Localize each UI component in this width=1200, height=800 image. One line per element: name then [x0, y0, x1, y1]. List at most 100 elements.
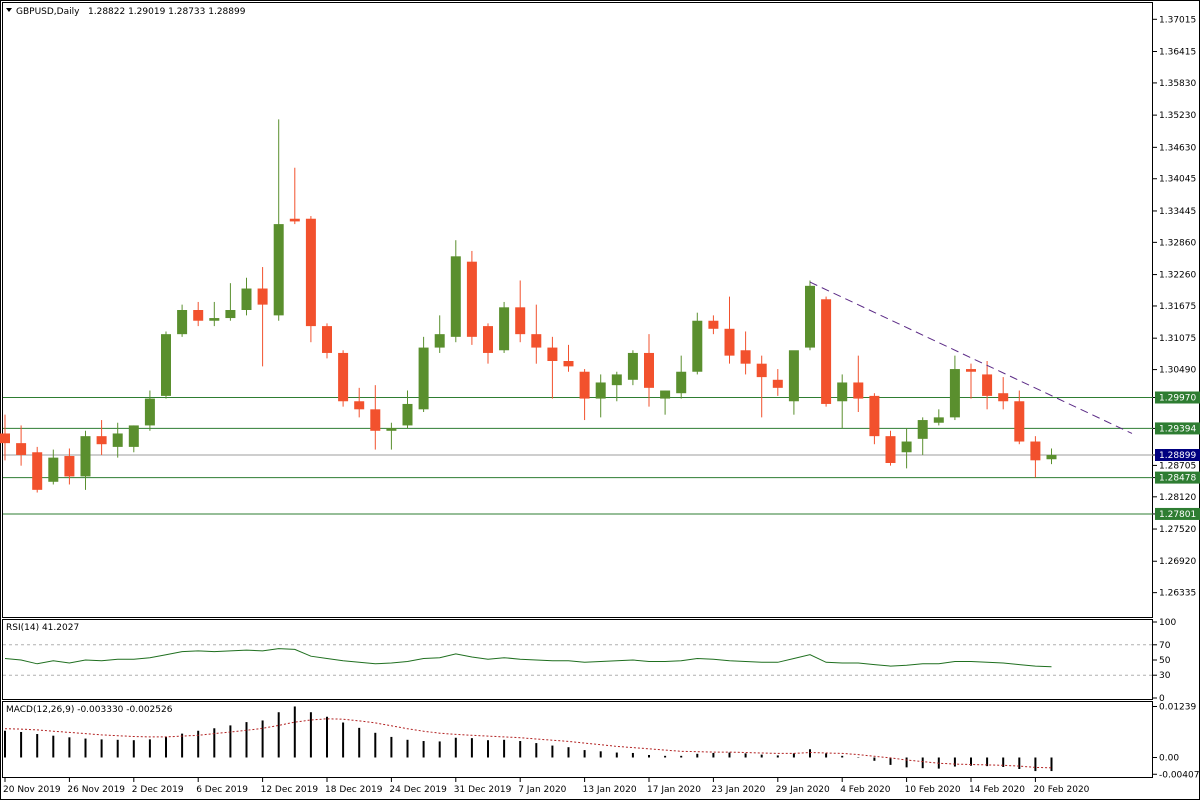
candle-body	[949, 369, 960, 418]
candle-body	[692, 320, 703, 372]
candle-body	[32, 452, 43, 490]
price-tick-label: 1.26335	[1159, 589, 1196, 599]
candle-body	[982, 374, 993, 396]
x-tick-label: 17 Jan 2020	[647, 785, 701, 795]
candle-body	[466, 261, 477, 337]
price-panel-border	[2, 2, 1153, 618]
candle-body	[676, 371, 687, 394]
candle-body	[611, 374, 622, 386]
candle-body	[708, 320, 719, 329]
candle-body	[627, 352, 638, 380]
macd-tick-label: 0.00	[1159, 753, 1179, 763]
rsi-tick-label: 70	[1159, 641, 1171, 651]
rsi-tick-label: 0	[1159, 694, 1165, 704]
price-tag-label: 1.28478	[1159, 474, 1196, 484]
macd-title: MACD(12,26,9) -0.003330 -0.002526	[6, 705, 173, 715]
price-tick-label: 1.36415	[1159, 48, 1196, 58]
candle-body	[96, 436, 107, 445]
rsi-tick-label: 50	[1159, 656, 1171, 666]
candle-body	[853, 382, 864, 399]
candle-body	[1030, 441, 1041, 461]
candle-body	[563, 361, 574, 367]
candle-body	[128, 425, 139, 447]
x-tick-label: 14 Feb 2020	[969, 785, 1025, 795]
candle-body	[499, 307, 510, 351]
candle-body	[756, 363, 767, 378]
candle-body	[370, 409, 381, 431]
candle-body	[434, 334, 445, 348]
price-tag-label: 1.29970	[1159, 394, 1196, 404]
candle-body	[225, 310, 236, 319]
candle-body	[354, 401, 365, 410]
price-tick-label: 1.32860	[1159, 238, 1196, 248]
candle-body	[402, 403, 413, 426]
candle-body	[16, 443, 27, 455]
candle-body	[257, 288, 268, 305]
candle-body	[515, 307, 526, 335]
candle-body	[386, 428, 397, 431]
x-tick-label: 7 Jan 2020	[518, 785, 566, 795]
candle-body	[209, 318, 220, 321]
ohlc-readout: 1.28822 1.29019 1.28733 1.28899	[88, 7, 246, 17]
candle-body	[998, 393, 1009, 402]
candle-body	[579, 371, 590, 399]
macd-signal-line	[4, 718, 1052, 769]
rsi-line	[4, 648, 1052, 668]
rsi-tick-label: 100	[1159, 618, 1176, 628]
rsi-y-axis: 100 70 50 30 0	[1153, 618, 1176, 704]
price-tag-bg	[1155, 471, 1200, 484]
price-tags: 1.29970 1.29394 1.28899 1.28478 1.27801	[1155, 391, 1200, 520]
x-tick-label: 29 Jan 2020	[776, 785, 830, 795]
candle-body	[483, 326, 493, 353]
price-tick-label: 1.35230	[1159, 111, 1196, 121]
price-tick-label: 1.35830	[1159, 79, 1196, 89]
candle-body	[644, 352, 654, 388]
trendline	[809, 281, 1133, 434]
price-tick-label: 1.32260	[1159, 271, 1196, 281]
price-tag-label: 1.29394	[1159, 424, 1196, 434]
candle-body	[289, 218, 300, 222]
candle-body	[273, 224, 284, 316]
candle-body	[531, 334, 542, 348]
candle-body	[1014, 401, 1025, 442]
x-tick-label: 18 Dec 2019	[325, 785, 383, 795]
x-tick-label: 13 Jan 2020	[583, 785, 637, 795]
candle-body	[740, 350, 751, 364]
candle-body	[161, 334, 171, 396]
candle-body	[869, 395, 880, 437]
price-tag-bg	[1155, 507, 1200, 520]
x-tick-label: 4 Feb 2020	[840, 785, 891, 795]
macd-y-axis: 0.01239 0.00 -0.004079	[1153, 703, 1200, 780]
x-tick-label: 2 Dec 2019	[132, 785, 184, 795]
candle-body	[660, 390, 671, 399]
candle-body	[0, 433, 10, 444]
price-tick-label: 1.33445	[1159, 207, 1196, 217]
candle-body	[177, 310, 188, 335]
candle-body	[901, 441, 912, 453]
price-tick-label: 1.30490	[1159, 366, 1196, 376]
x-tick-label: 6 Dec 2019	[196, 785, 248, 795]
candle-body	[772, 379, 783, 388]
candle-body	[966, 369, 976, 372]
x-tick-label: 24 Dec 2019	[389, 785, 447, 795]
price-tick-label: 1.34045	[1159, 175, 1196, 185]
price-tag-label: 1.27801	[1159, 510, 1196, 520]
horizontal-levels	[3, 397, 1153, 515]
candle-body	[547, 347, 558, 361]
candle-body	[144, 398, 155, 426]
price-tick-label: 1.27520	[1159, 525, 1196, 535]
candle-body	[724, 328, 735, 356]
price-tick-label: 1.28705	[1159, 461, 1196, 471]
triangle-down-icon[interactable]	[6, 8, 12, 12]
price-tag-label: 1.28899	[1159, 451, 1196, 461]
x-tick-label: 20 Nov 2019	[3, 785, 61, 795]
macd-tick-label: -0.004079	[1159, 770, 1200, 780]
candle-body	[193, 310, 204, 321]
candle-body	[933, 417, 944, 423]
candle-body	[305, 218, 316, 327]
candle-body	[788, 350, 799, 402]
price-tag-bg	[1155, 391, 1200, 404]
price-tick-label: 1.31675	[1159, 302, 1196, 312]
price-tick-label: 1.26920	[1159, 557, 1196, 567]
